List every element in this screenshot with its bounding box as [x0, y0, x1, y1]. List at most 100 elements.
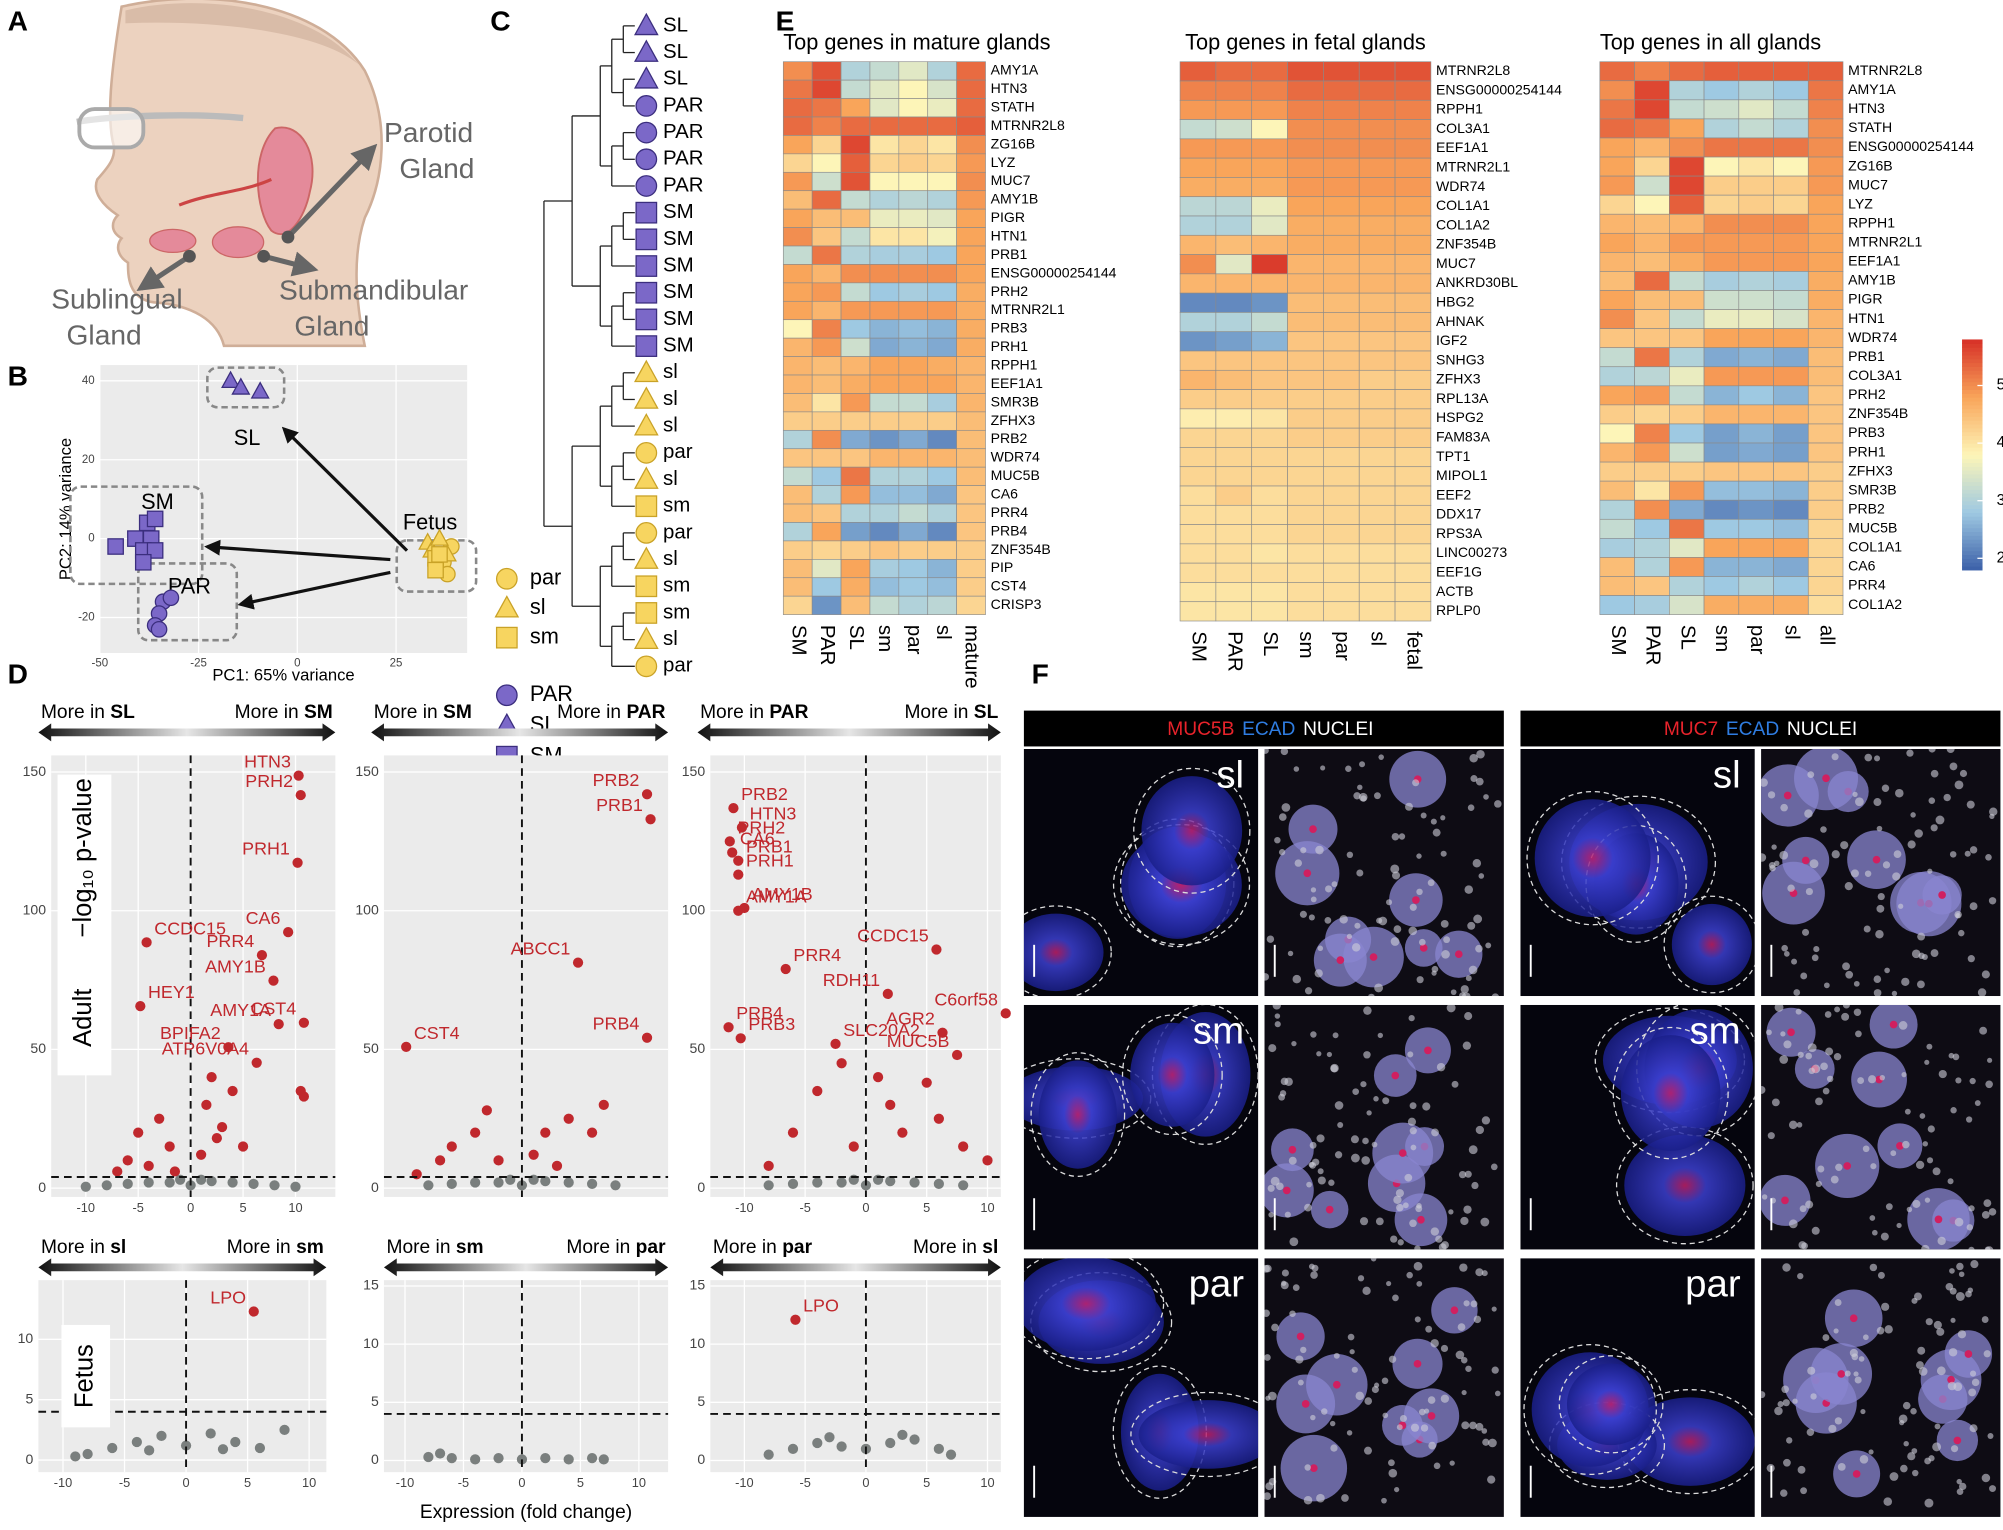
heatmap-cell — [869, 245, 900, 265]
heatmap-cell — [1807, 252, 1844, 272]
heatmap-cell — [782, 227, 813, 247]
heatmap-cell — [1807, 156, 1844, 177]
label-box — [57, 774, 112, 1076]
row-label: ENSG00000254144 — [1848, 138, 1974, 154]
nucleus — [1368, 993, 1375, 997]
nucleus — [1350, 1153, 1360, 1163]
row-label: PRH2 — [1848, 386, 1886, 402]
heatmap-cell — [869, 466, 900, 486]
leaf-symbol — [635, 575, 658, 598]
colorbar-step — [1962, 458, 1983, 463]
nucleus — [1834, 1417, 1843, 1425]
nucleus — [1418, 1408, 1426, 1416]
heatmap-cell — [1634, 595, 1670, 615]
heatmap-cell — [1215, 601, 1253, 622]
nucleus — [1863, 1334, 1869, 1341]
row-label: STATH — [991, 99, 1035, 115]
heatmap-cell — [869, 282, 900, 302]
lumen — [1947, 1375, 1955, 1384]
nucleus — [1779, 1055, 1789, 1064]
nucleus — [1386, 1280, 1392, 1287]
heatmap-cell — [1738, 213, 1774, 234]
nucleus — [1373, 1096, 1379, 1102]
heatmap-cell — [1807, 328, 1844, 349]
plot-background — [383, 755, 669, 1197]
labeled-point — [724, 836, 735, 847]
heatmap-cell — [927, 356, 957, 376]
heatmap-cell — [1287, 582, 1324, 603]
gene-label: ABCC1 — [511, 939, 571, 959]
row-label: COL3A1 — [1436, 120, 1490, 136]
heatmap-cell — [898, 466, 929, 486]
other-point — [254, 1442, 266, 1454]
heatmap-cell — [1287, 543, 1324, 564]
nucleus — [1930, 949, 1939, 957]
nucleus — [1317, 945, 1324, 952]
significant-point — [836, 1058, 847, 1069]
other-point — [763, 1180, 774, 1191]
heatmap-cell — [869, 540, 900, 560]
heatmap-cell — [782, 522, 813, 542]
acinus-outline — [1023, 1258, 1165, 1360]
heatmap-cell — [811, 485, 842, 505]
nucleus — [1805, 887, 1813, 896]
column-label: sm — [1295, 631, 1318, 658]
heatmap-cell — [811, 208, 842, 228]
heatmap-cell — [1668, 61, 1705, 82]
heatmap-cell — [1358, 273, 1396, 294]
group-box — [206, 366, 286, 409]
heatmap-cell — [1599, 347, 1635, 368]
gene-label: ATP6V0A4 — [162, 1039, 249, 1059]
heatmap-cell — [1773, 118, 1809, 139]
other-point — [180, 1440, 192, 1451]
heatmap-cell — [1358, 408, 1396, 429]
labeled-point — [723, 1022, 734, 1033]
other-point — [836, 1177, 847, 1188]
nucleus — [1870, 1163, 1877, 1170]
significant-point — [551, 1160, 563, 1172]
stain-label: NUCLEI — [1303, 719, 1373, 740]
heatmap-cell — [840, 61, 871, 81]
row-label: Fetus — [71, 1344, 99, 1408]
row-label: PRH2 — [991, 283, 1029, 299]
heatmap-cell — [1179, 485, 1217, 506]
heatmap-cell — [1773, 366, 1809, 387]
nucleus — [1407, 1117, 1417, 1126]
nucleus — [1409, 1219, 1417, 1228]
heatmap-cell — [1251, 466, 1288, 487]
heatmap-cell — [1668, 595, 1705, 615]
direction-arrow — [697, 723, 1001, 742]
heatmap-cell — [840, 98, 871, 118]
nucleus — [1953, 1382, 1963, 1392]
row-label: Adult — [69, 989, 97, 1047]
nucleus — [1907, 840, 1916, 849]
nucleus — [1378, 754, 1384, 760]
heatmap-cell — [782, 411, 813, 431]
row-label: MIPOL1 — [1436, 467, 1488, 483]
nucleus — [1810, 1393, 1817, 1400]
heatmap-cell — [1215, 524, 1253, 545]
nucleus — [1893, 850, 1902, 858]
column-label: SL — [1259, 631, 1282, 656]
heatmap-cell — [1738, 194, 1774, 215]
nucleus — [1796, 1122, 1803, 1128]
nucleus — [1820, 1062, 1828, 1071]
heatmap-cell — [869, 79, 900, 99]
heatmap-cell — [1358, 601, 1396, 622]
heatmap-cell — [1738, 576, 1774, 596]
heatmap-cell — [1394, 215, 1432, 236]
nucleus — [1494, 1390, 1501, 1397]
nucleus — [1873, 798, 1882, 806]
colorbar-step — [1962, 493, 1983, 498]
micrograph-content — [1594, 1004, 1755, 1245]
leaf-label: PAR — [663, 173, 704, 196]
significant-point — [298, 1091, 309, 1102]
labeled-point — [931, 944, 942, 955]
nucleus — [1299, 910, 1307, 918]
other-point — [812, 1437, 823, 1449]
gland-label: Parotid — [384, 117, 473, 148]
nucleus — [1371, 1385, 1379, 1394]
gene-label: SLC20A2 — [843, 1020, 920, 1040]
